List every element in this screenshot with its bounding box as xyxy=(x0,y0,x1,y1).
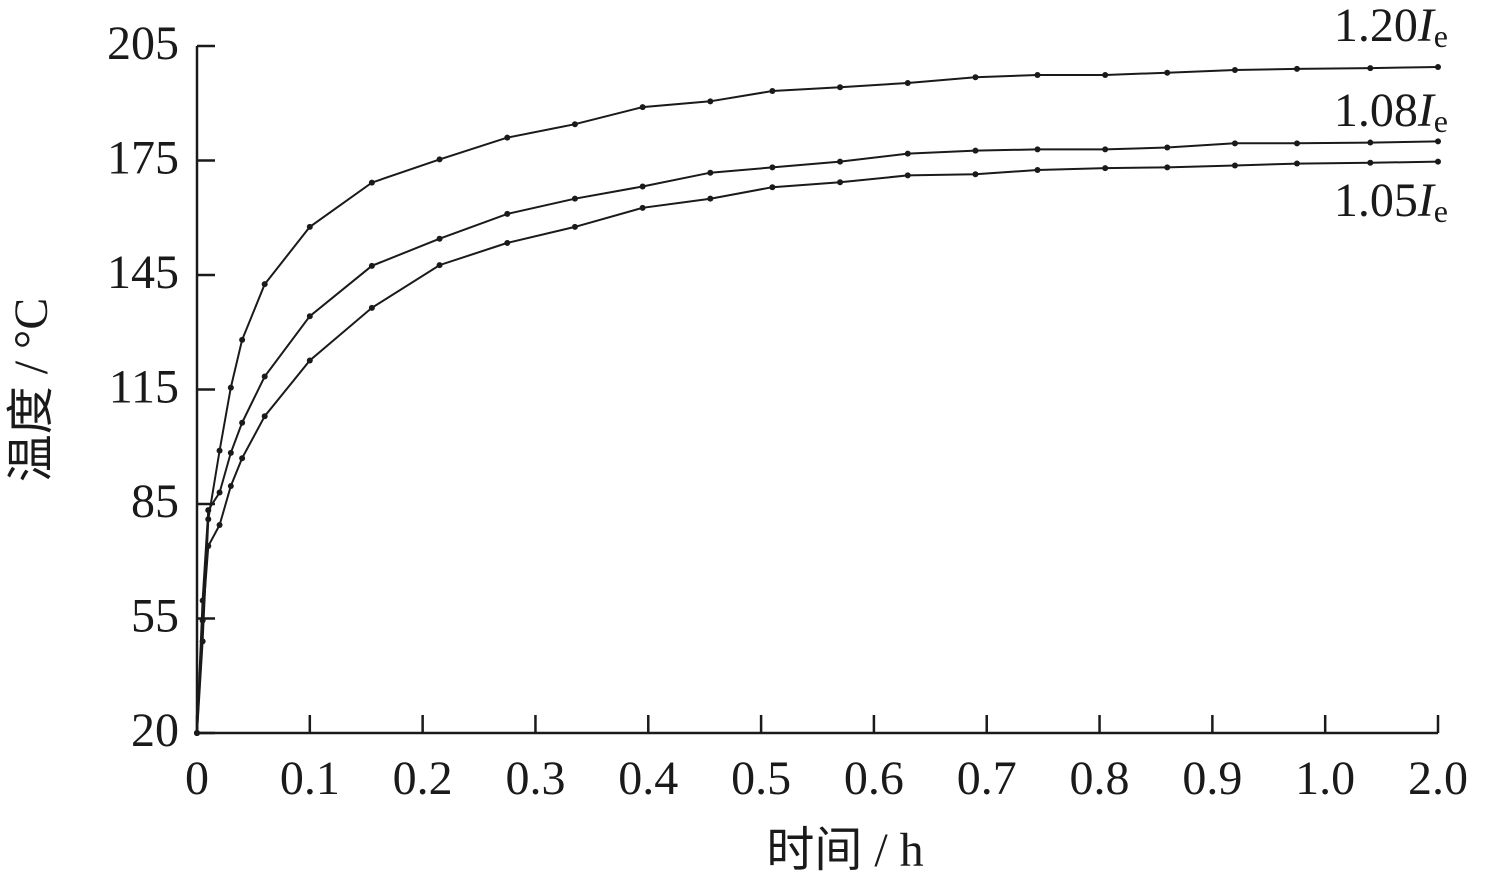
data-point xyxy=(1102,146,1109,153)
series-line xyxy=(196,140,1439,734)
data-point xyxy=(769,184,776,191)
y-tick-label: 205 xyxy=(107,17,179,70)
x-axis-label: 时间 / h xyxy=(766,824,923,877)
data-point xyxy=(1435,158,1441,165)
data-point xyxy=(904,150,911,157)
data-point xyxy=(904,172,911,179)
data-point xyxy=(837,84,844,91)
data-point xyxy=(261,281,268,288)
data-point xyxy=(1293,140,1300,147)
data-point xyxy=(707,98,714,105)
y-tick-label: 145 xyxy=(107,246,179,299)
data-point xyxy=(261,413,268,420)
data-point xyxy=(306,223,313,230)
x-tick-label: 0.9 xyxy=(1182,752,1242,805)
data-point xyxy=(261,373,268,380)
data-point xyxy=(1435,63,1441,70)
data-point xyxy=(504,210,511,217)
x-tick-label: 0 xyxy=(185,752,209,805)
data-point xyxy=(227,449,234,456)
y-tick-label: 55 xyxy=(131,590,179,643)
data-point xyxy=(707,195,714,202)
data-point xyxy=(216,521,223,528)
series-label: 1.05Ie xyxy=(1334,174,1448,229)
data-point xyxy=(1034,72,1041,79)
y-tick-label: 20 xyxy=(131,704,179,757)
data-point xyxy=(194,730,200,736)
data-point xyxy=(769,88,776,95)
data-point xyxy=(1164,69,1171,76)
y-tick-label: 85 xyxy=(131,475,179,528)
data-point xyxy=(972,171,979,178)
data-point xyxy=(639,183,646,190)
series-line xyxy=(196,66,1439,734)
data-point xyxy=(1231,140,1238,147)
data-point xyxy=(837,158,844,165)
data-point xyxy=(1164,144,1171,151)
x-tick-label: 1.0 xyxy=(1295,752,1355,805)
data-point xyxy=(707,169,714,176)
data-point xyxy=(769,164,776,171)
data-point xyxy=(1164,164,1171,171)
data-point xyxy=(1034,146,1041,153)
data-point xyxy=(1293,65,1300,72)
data-point xyxy=(216,489,223,496)
data-point xyxy=(1034,167,1041,174)
data-point xyxy=(239,455,246,462)
data-point xyxy=(368,262,375,269)
data-point xyxy=(904,80,911,87)
x-tick-label: 2.0 xyxy=(1408,752,1468,805)
data-point xyxy=(205,542,212,549)
data-point xyxy=(205,507,212,514)
x-tick-label: 0.5 xyxy=(731,752,791,805)
data-point xyxy=(504,134,511,141)
x-tick-label: 0.6 xyxy=(844,752,904,805)
data-point xyxy=(436,262,443,269)
data-point xyxy=(436,156,443,163)
data-point xyxy=(306,313,313,320)
data-point xyxy=(436,235,443,242)
data-point xyxy=(199,617,206,624)
data-point xyxy=(1367,65,1374,72)
data-point xyxy=(571,195,578,202)
data-point xyxy=(1231,162,1238,169)
data-point xyxy=(239,419,246,426)
data-point xyxy=(216,447,223,454)
y-tick-label: 175 xyxy=(107,132,179,185)
data-point xyxy=(639,104,646,111)
data-point xyxy=(639,204,646,211)
data-point xyxy=(227,483,234,490)
data-point xyxy=(227,384,234,391)
data-point xyxy=(1102,72,1109,79)
x-tick-label: 0.8 xyxy=(1070,752,1130,805)
x-tick-label: 0.1 xyxy=(280,752,340,805)
data-point xyxy=(1231,67,1238,74)
data-point xyxy=(1102,165,1109,172)
x-tick-label: 0.4 xyxy=(618,752,678,805)
data-point xyxy=(571,223,578,230)
x-tick-label: 0.2 xyxy=(393,752,453,805)
x-tick-label: 0.3 xyxy=(505,752,565,805)
series-line xyxy=(196,160,1439,734)
y-axis-label: 温度 / °C xyxy=(5,298,58,483)
data-point xyxy=(1293,160,1300,167)
data-point xyxy=(368,304,375,311)
data-point xyxy=(972,147,979,154)
data-point xyxy=(837,179,844,186)
data-point xyxy=(239,336,246,343)
data-point xyxy=(571,121,578,128)
series-label: 1.08Ie xyxy=(1334,84,1448,139)
y-tick-label: 115 xyxy=(109,361,179,414)
series-label: 1.20Ie xyxy=(1334,0,1448,54)
data-point xyxy=(504,239,511,246)
data-point xyxy=(1435,138,1441,145)
x-tick-label: 0.7 xyxy=(957,752,1017,805)
data-point xyxy=(972,74,979,81)
data-point xyxy=(306,357,313,364)
data-point xyxy=(368,179,375,186)
data-point xyxy=(1367,159,1374,166)
data-point xyxy=(1367,139,1374,146)
